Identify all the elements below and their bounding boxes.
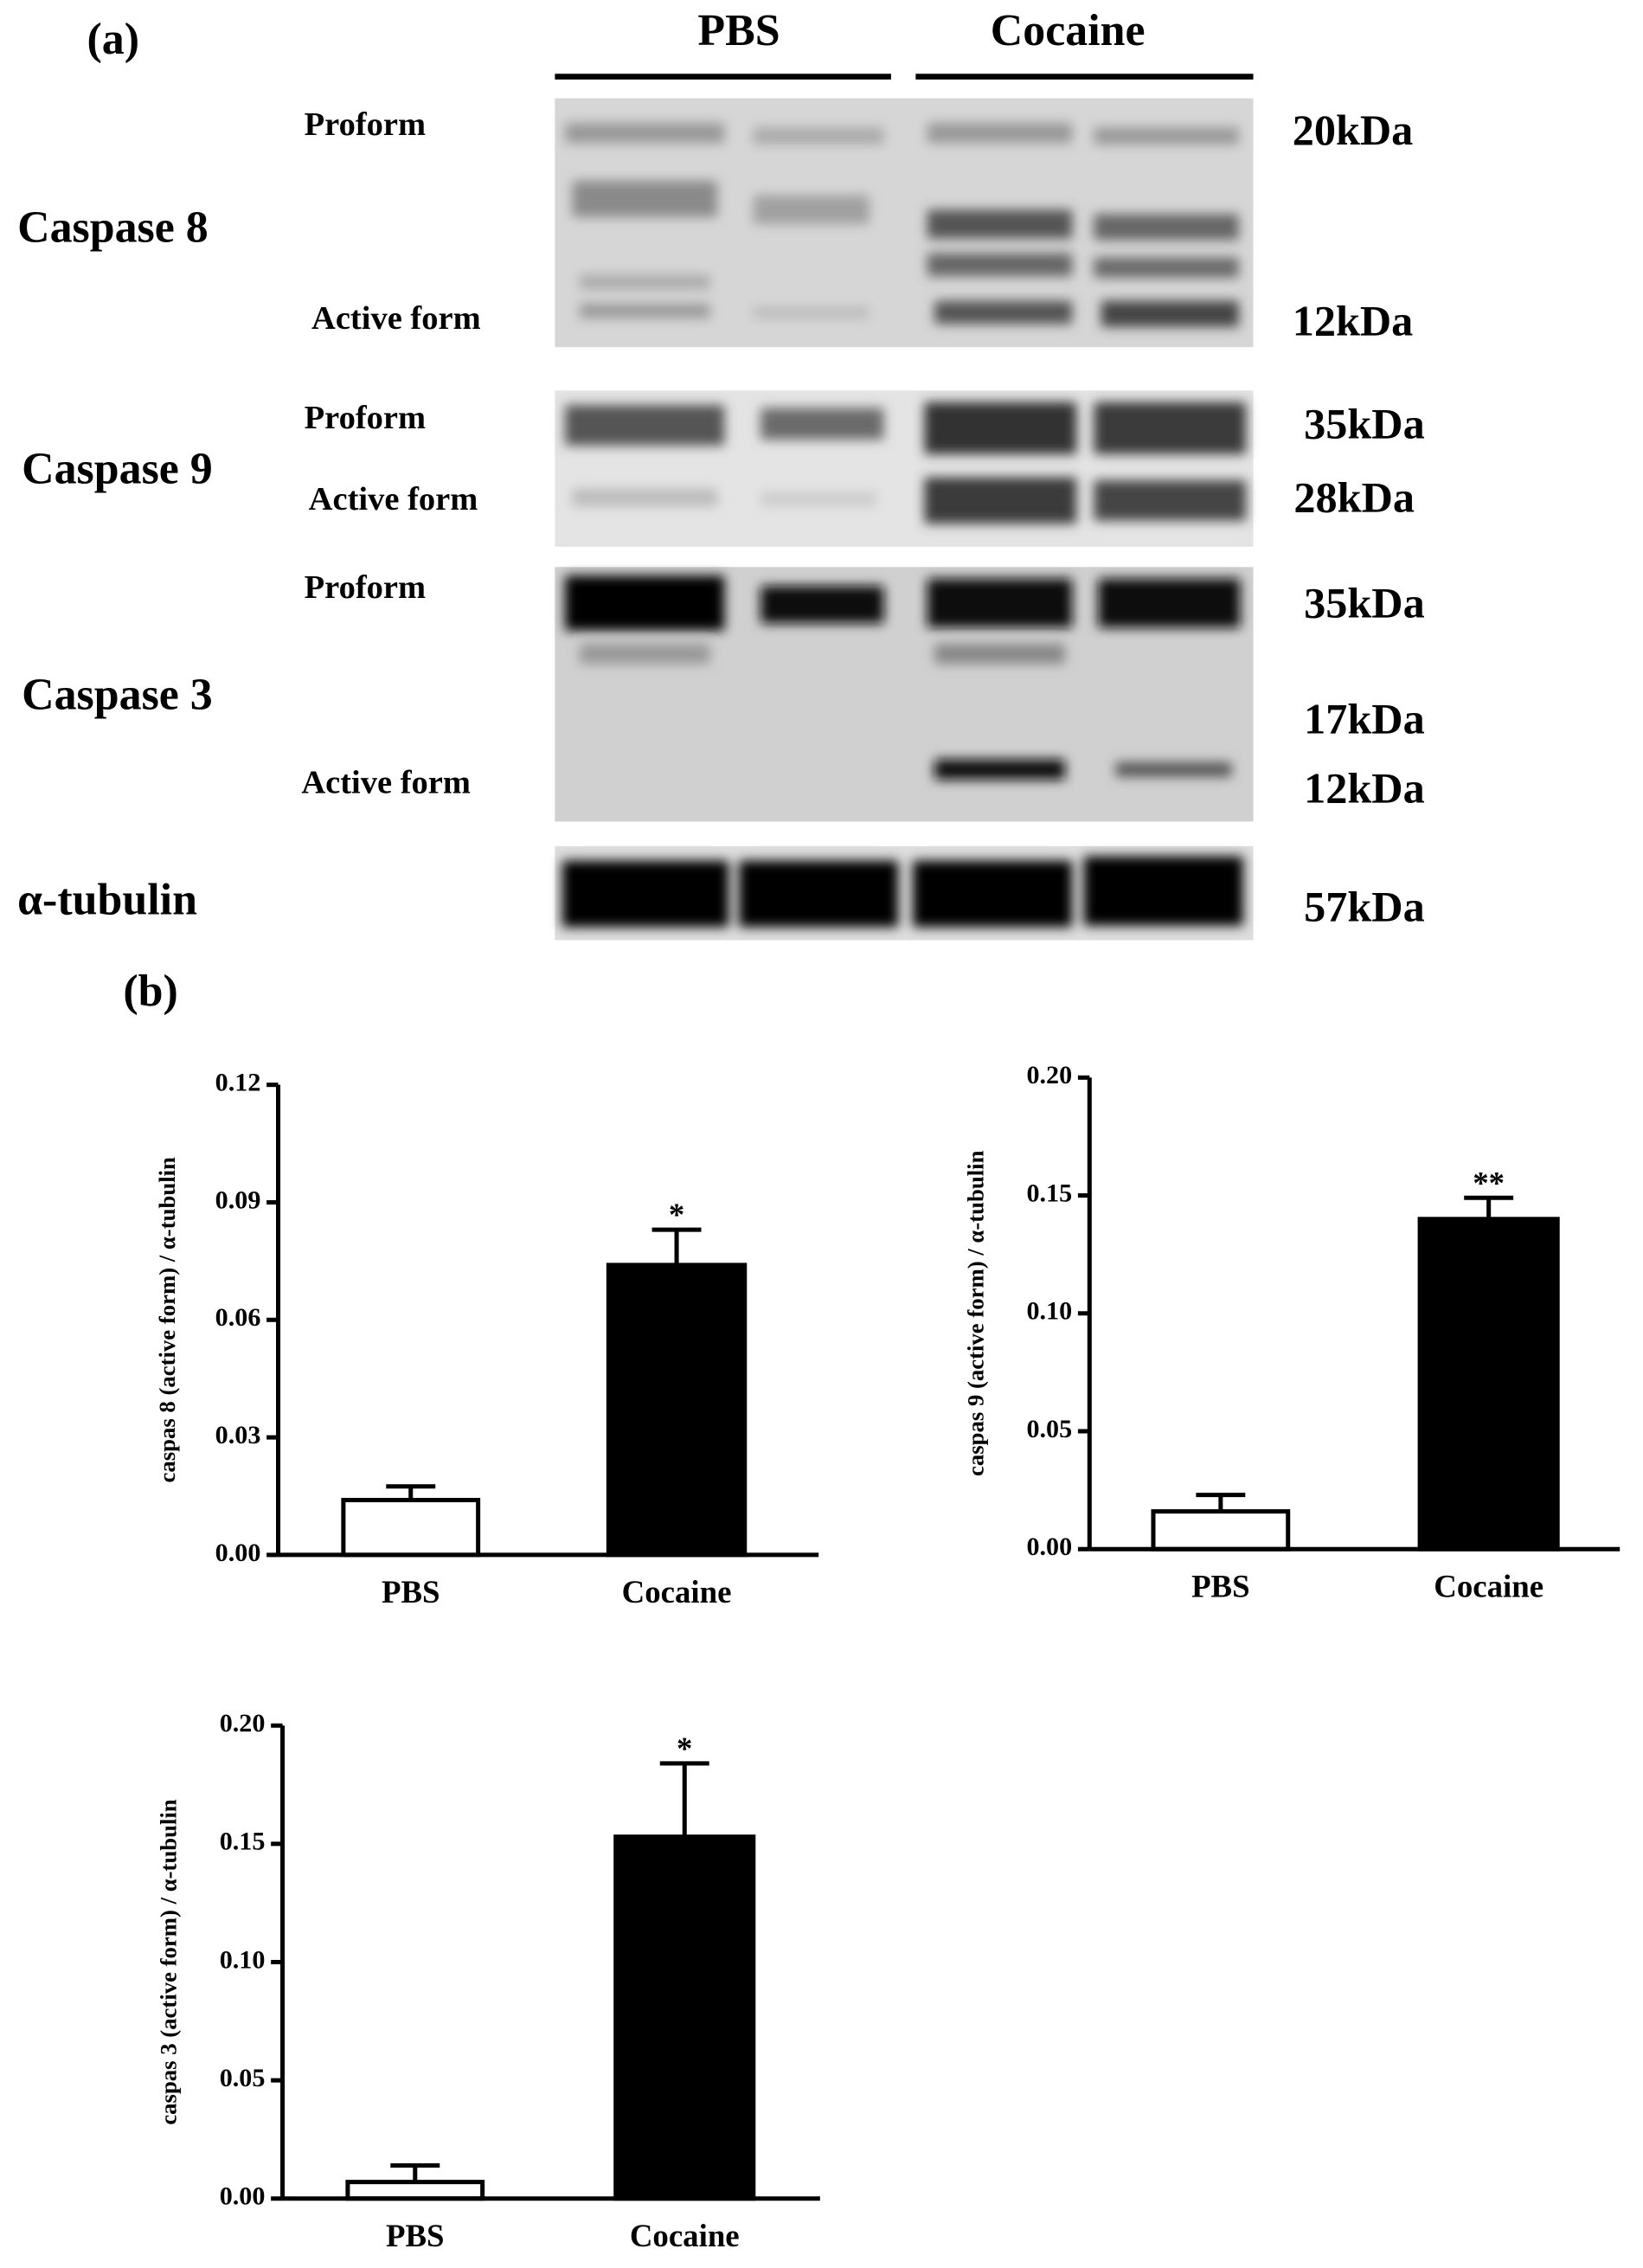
y-tick-label: 0.00: [1026, 1532, 1072, 1561]
y-tick-label: 0.03: [215, 1420, 261, 1449]
significance: *: [669, 1197, 684, 1232]
y-tick-label: 0.10: [220, 1944, 266, 1974]
size-label: 35kDa: [1304, 579, 1425, 627]
x-tick-label: PBS: [386, 2218, 445, 2253]
y-tick-label: 0.09: [215, 1185, 261, 1214]
blots: [555, 98, 1254, 941]
x-tick-label: Cocaine: [622, 1574, 732, 1609]
y-tick-label: 0.20: [1026, 1060, 1072, 1089]
y-tick-label: 0.12: [215, 1068, 261, 1097]
bar: [1417, 1217, 1560, 1552]
bar: [606, 1262, 748, 1558]
panel-label: (a): [87, 15, 139, 64]
bar: [1151, 1509, 1291, 1552]
size-label: 28kDa: [1293, 473, 1415, 522]
group-label: PBS: [697, 6, 780, 55]
size-label: 35kDa: [1304, 399, 1425, 447]
y-tick-label: 0.06: [215, 1302, 261, 1332]
size-label: 12kDa: [1304, 764, 1425, 813]
y-tick-label: 0.10: [1026, 1296, 1072, 1326]
y-tick-label: 0.00: [215, 1538, 261, 1567]
panel-label: (b): [123, 967, 177, 1016]
form-label: Active form: [311, 300, 481, 337]
y-tick-label: 0.20: [220, 1708, 266, 1738]
y-axis-label: caspas 9 (active form) / α-tubulin: [962, 1150, 988, 1476]
y-tick-label: 0.15: [1026, 1178, 1072, 1207]
x-tick-label: Cocaine: [630, 2218, 740, 2253]
size-label: 57kDa: [1304, 883, 1425, 931]
row-label: Caspase 3: [22, 670, 213, 719]
row-label: Caspase 8: [17, 202, 209, 252]
group-label: Cocaine: [991, 6, 1146, 55]
significance: **: [1473, 1165, 1505, 1200]
bar: [613, 1834, 756, 2201]
bar: [345, 2180, 485, 2201]
y-axis-label: caspas 3 (active form) / α-tubulin: [156, 1799, 182, 2125]
row-label: α-tubulin: [17, 876, 197, 925]
y-axis-label: caspas 8 (active form) / α-tubulin: [154, 1157, 180, 1483]
form-label: Active form: [301, 765, 471, 801]
x-tick-label: PBS: [1191, 1569, 1250, 1604]
form-label: Proform: [305, 569, 426, 606]
form-label: Active form: [309, 481, 478, 517]
row-label: Caspase 9: [22, 445, 213, 494]
y-tick-label: 0.05: [1026, 1414, 1072, 1443]
bar: [341, 1498, 481, 1558]
significance: *: [677, 1731, 692, 1766]
x-tick-label: PBS: [382, 1574, 440, 1609]
y-tick-label: 0.05: [220, 2063, 266, 2092]
form-label: Proform: [305, 106, 426, 143]
x-tick-label: Cocaine: [1434, 1569, 1544, 1604]
y-tick-label: 0.15: [220, 1827, 266, 1856]
size-label: 17kDa: [1304, 694, 1425, 742]
y-tick-label: 0.00: [220, 2181, 266, 2211]
form-label: Proform: [305, 400, 426, 436]
size-label: 20kDa: [1293, 106, 1414, 154]
size-label: 12kDa: [1293, 297, 1414, 345]
